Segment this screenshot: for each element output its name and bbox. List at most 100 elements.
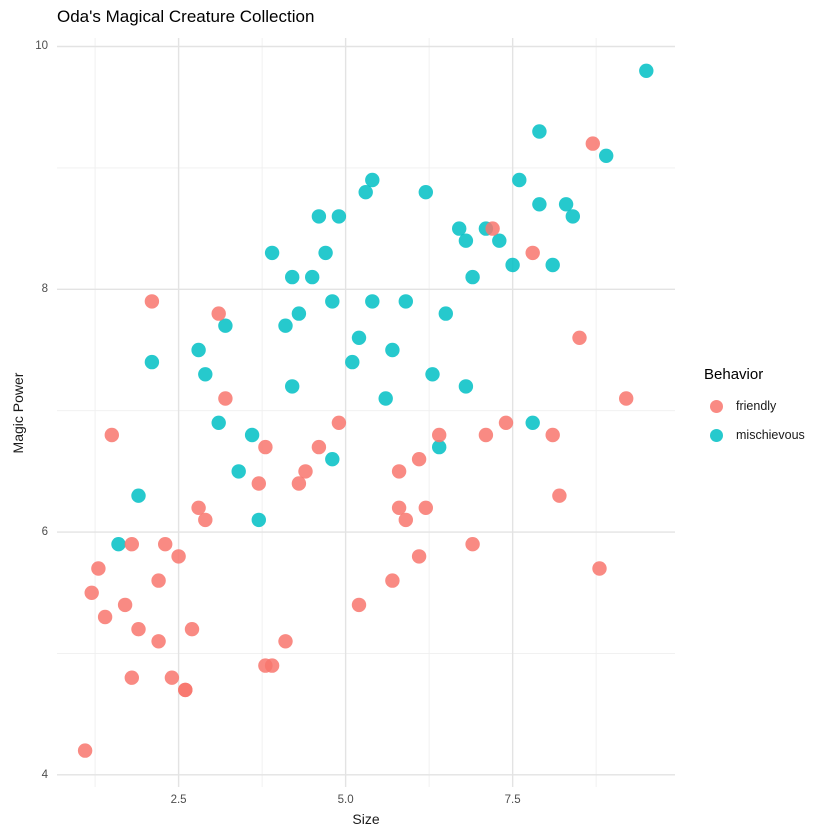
data-point-friendly: [465, 537, 480, 552]
data-point-mischievous: [385, 342, 400, 358]
data-point-friendly: [251, 476, 266, 491]
data-point-friendly: [124, 537, 139, 552]
data-point-mischievous: [244, 427, 260, 443]
data-point-friendly: [264, 658, 280, 673]
data-point-friendly: [218, 391, 233, 406]
data-point-mischievous: [331, 209, 347, 224]
data-point-mischievous: [458, 233, 474, 248]
data-point-mischievous: [358, 185, 373, 200]
data-point-mischievous: [565, 209, 580, 224]
data-point-mischievous: [558, 197, 574, 212]
data-point-mischievous: [512, 172, 527, 188]
y-tick-label: 4: [41, 768, 48, 781]
data-point-mischievous: [285, 269, 300, 285]
data-point-friendly: [385, 573, 400, 588]
data-point-mischievous: [532, 124, 547, 139]
data-point-friendly: [351, 597, 367, 613]
data-point-friendly: [171, 549, 186, 564]
data-point-friendly: [298, 464, 313, 479]
data-point-mischievous: [545, 257, 560, 273]
data-point-mischievous: [311, 209, 327, 224]
data-point-friendly: [184, 622, 200, 637]
data-point-friendly: [391, 500, 407, 515]
data-point-mischievous: [131, 488, 146, 503]
data-point-friendly: [211, 306, 226, 321]
data-point-mischievous: [365, 172, 380, 188]
mischievous-swatch-icon: [710, 428, 723, 442]
data-point-mischievous: [438, 306, 453, 321]
data-point-friendly: [84, 585, 99, 600]
data-point-mischievous: [599, 148, 614, 163]
data-point-mischievous: [378, 391, 393, 406]
x-axis-title: Size: [352, 811, 380, 827]
legend-label-mischievous: mischievous: [736, 428, 805, 442]
chart-title: Oda's Magical Creature Collection: [57, 7, 315, 26]
data-point-friendly: [91, 561, 106, 576]
data-point-mischievous: [432, 439, 447, 455]
data-point-mischievous: [365, 294, 380, 309]
data-point-friendly: [391, 464, 407, 479]
data-point-friendly: [592, 561, 607, 576]
data-point-mischievous: [452, 221, 467, 236]
data-point-friendly: [191, 500, 206, 515]
data-point-friendly: [525, 245, 540, 261]
data-point-mischievous: [351, 330, 367, 345]
legend: Behavior friendly mischievous: [704, 366, 805, 457]
y-tick-label: 8: [41, 283, 48, 296]
data-point-mischievous: [264, 245, 280, 261]
data-point-mischievous: [305, 269, 320, 285]
data-point-mischievous: [418, 185, 433, 200]
x-tick-label: 7.5: [504, 794, 521, 806]
data-point-mischievous: [191, 342, 206, 358]
data-point-friendly: [151, 634, 166, 649]
data-point-mischievous: [285, 379, 300, 394]
data-point-mischievous: [525, 415, 540, 430]
data-point-friendly: [117, 597, 133, 613]
data-point-friendly: [158, 537, 173, 552]
data-point-friendly: [545, 427, 560, 443]
data-point-friendly: [77, 743, 93, 758]
data-point-friendly: [151, 573, 166, 588]
data-point-friendly: [485, 221, 500, 236]
data-point-friendly: [131, 622, 146, 637]
legend-label-friendly: friendly: [736, 399, 777, 413]
data-point-mischievous: [318, 245, 333, 261]
data-point-friendly: [331, 415, 347, 430]
data-point-friendly: [178, 682, 193, 698]
data-point-friendly: [104, 427, 119, 443]
data-point-mischievous: [325, 294, 340, 309]
data-point-friendly: [258, 439, 273, 455]
data-point-friendly: [552, 488, 567, 503]
data-point-friendly: [164, 670, 180, 685]
x-tick-label: 5.0: [337, 794, 354, 806]
data-point-mischievous: [398, 294, 413, 309]
data-point-friendly: [478, 427, 494, 443]
data-point-friendly: [291, 476, 307, 491]
data-point-mischievous: [465, 269, 480, 285]
data-point-mischievous: [198, 367, 213, 382]
data-point-friendly: [97, 609, 113, 625]
data-point-mischievous: [144, 354, 160, 370]
data-point-friendly: [619, 391, 634, 406]
data-point-friendly: [198, 512, 213, 528]
data-point-mischievous: [639, 63, 654, 78]
data-point-mischievous: [278, 318, 293, 333]
data-point-friendly: [278, 634, 293, 649]
data-point-friendly: [432, 427, 447, 443]
data-point-mischievous: [345, 354, 360, 370]
legend-item-friendly: friendly: [710, 399, 805, 413]
data-point-mischievous: [251, 512, 266, 528]
data-point-friendly: [124, 670, 139, 685]
plot-panel: [57, 38, 675, 787]
data-point-mischievous: [325, 452, 340, 467]
data-point-friendly: [411, 549, 427, 564]
data-point-friendly: [498, 415, 514, 430]
data-point-friendly: [411, 452, 427, 467]
data-point-mischievous: [425, 367, 440, 382]
data-point-mischievous: [505, 257, 520, 273]
data-point-friendly: [398, 512, 413, 528]
y-axis-title: Magic Power: [10, 372, 26, 454]
data-point-mischievous: [291, 306, 307, 321]
data-point-friendly: [418, 500, 433, 515]
